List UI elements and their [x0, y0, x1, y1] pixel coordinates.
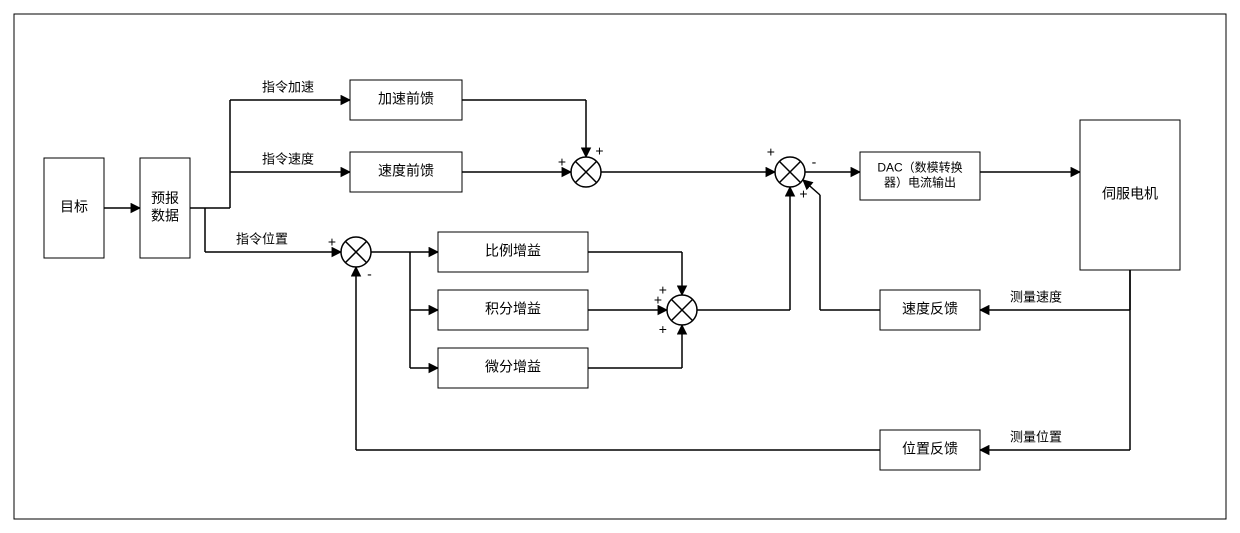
sum-sum_pos: -+: [328, 234, 372, 282]
svg-text:+: +: [799, 186, 807, 202]
svg-text:比例增益: 比例增益: [485, 243, 541, 259]
svg-text:测量位置: 测量位置: [1010, 429, 1062, 444]
svg-text:伺服电机: 伺服电机: [1102, 186, 1158, 202]
svg-text:器）电流输出: 器）电流输出: [884, 175, 956, 190]
svg-text:指令速度: 指令速度: [262, 151, 314, 166]
svg-text:目标: 目标: [60, 199, 88, 215]
svg-text:+: +: [659, 321, 667, 337]
svg-text:+: +: [767, 144, 775, 160]
svg-text:预报: 预报: [151, 190, 179, 206]
svg-text:测量速度: 测量速度: [1010, 289, 1062, 304]
svg-text:+: +: [558, 154, 566, 170]
svg-text:加速前馈: 加速前馈: [378, 91, 434, 107]
svg-text:速度前馈: 速度前馈: [378, 163, 434, 179]
svg-text:+: +: [595, 142, 603, 158]
svg-text:微分增益: 微分增益: [485, 359, 541, 375]
svg-text:+: +: [328, 234, 336, 250]
svg-text:+: +: [659, 282, 667, 298]
svg-text:-: -: [367, 266, 372, 282]
svg-text:积分增益: 积分增益: [485, 301, 541, 317]
svg-text:位置反馈: 位置反馈: [902, 441, 958, 457]
svg-text:数据: 数据: [151, 207, 179, 223]
sum-sum_ff: ++: [558, 142, 604, 187]
svg-text:-: -: [812, 154, 817, 170]
svg-text:指令位置: 指令位置: [236, 231, 288, 246]
svg-text:DAC（数模转换: DAC（数模转换: [877, 160, 962, 175]
svg-text:指令加速: 指令加速: [262, 79, 314, 94]
svg-text:速度反馈: 速度反馈: [902, 301, 958, 317]
